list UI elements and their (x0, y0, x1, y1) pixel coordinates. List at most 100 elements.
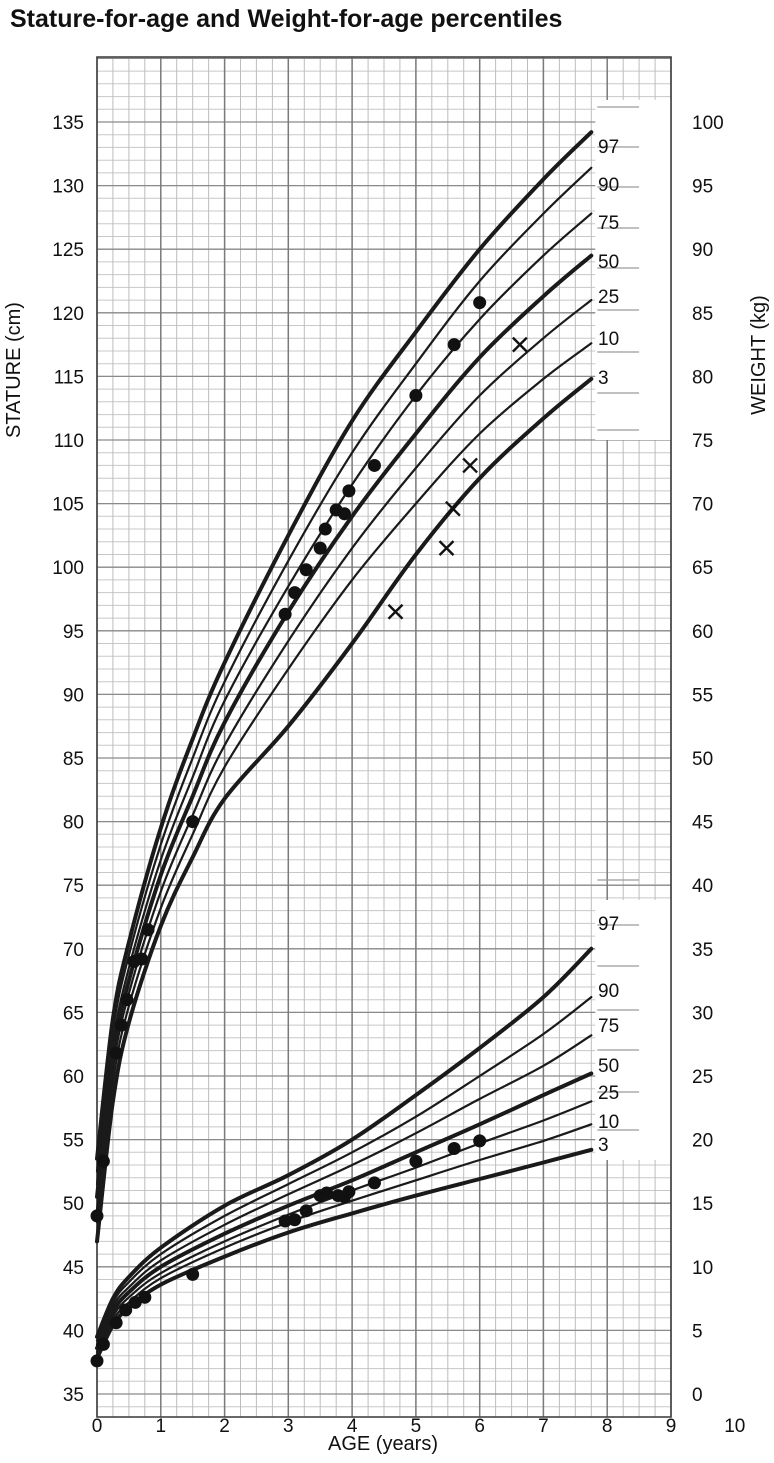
stature-cross (462, 457, 478, 474)
y-right-tick-label: 65 (692, 558, 713, 579)
weight-curve-p97 (95, 946, 594, 1339)
major-horizontal-gridlines (97, 57, 671, 1395)
weight-label-p97: 97 (598, 914, 619, 935)
weight-dot (138, 1290, 152, 1304)
y-left-tick-label: 130 (52, 177, 84, 198)
y-right-tick-label: 25 (692, 1067, 713, 1088)
plot-border (96, 56, 672, 1418)
weight-dot (90, 1354, 104, 1368)
weight-label-p25: 25 (598, 1083, 619, 1104)
stature-dot (447, 338, 461, 352)
x-tick-label: 3 (283, 1416, 294, 1437)
y-left-tick-label: 120 (52, 304, 84, 325)
y-left-tick-label: 45 (63, 1258, 84, 1279)
y-left-tick-label: 95 (63, 622, 84, 643)
weight-dot (320, 1186, 334, 1200)
y-left-tick-label: 85 (63, 749, 84, 770)
measurement-points (90, 296, 528, 1368)
stature-label-p3: 3 (598, 368, 609, 389)
y-left-tick-label: 80 (63, 813, 84, 834)
weight-dot (473, 1134, 487, 1148)
weight-dot (109, 1316, 123, 1330)
x-tick-label: 8 (602, 1416, 613, 1437)
chart-title: Stature-for-age and Weight-for-age perce… (10, 5, 562, 33)
stature-cross (387, 603, 404, 620)
weight-label-p3: 3 (598, 1135, 609, 1156)
y-left-tick-label: 90 (63, 685, 84, 706)
weight-label-p75: 75 (598, 1016, 619, 1037)
stature-cross (511, 336, 528, 353)
stature-curve-p75 (95, 212, 593, 1186)
y-axis-left-title: STATURE (cm) (3, 302, 25, 438)
y-left-tick-label: 115 (54, 367, 84, 388)
stature-dot (186, 815, 200, 829)
weight-dot (367, 1176, 381, 1190)
y-left-tick-label: 35 (63, 1385, 84, 1406)
x-tick-label: 1 (155, 1416, 166, 1437)
stature-cross (445, 500, 461, 517)
stature-label-p25: 25 (598, 287, 619, 308)
weight-dot (278, 1214, 292, 1228)
y-right-tick-label: 5 (692, 1321, 703, 1342)
weight-dot (409, 1154, 423, 1168)
x-tick-label: 5 (411, 1416, 422, 1437)
x-axis-title: AGE (years) (328, 1433, 438, 1455)
x-tick-label: 0 (92, 1416, 103, 1437)
stature-dot (114, 1018, 128, 1032)
stature-curve-p3 (95, 376, 594, 1244)
stature-dot (313, 541, 327, 555)
y-axis-right-title: WEIGHT (kg) (748, 295, 770, 415)
axes: 0 1 2 3 4 5 6 7 8 9 103540455055606570758085909510… (52, 56, 745, 1437)
y-right-tick-label: 75 (692, 431, 713, 452)
stature-label-p97: 97 (598, 137, 619, 158)
y-right-tick-label: 0 (692, 1385, 703, 1406)
stature-curve-p97 (95, 130, 594, 1161)
weight-dot (96, 1337, 110, 1351)
stature-dot (337, 507, 351, 521)
stature-label-p75: 75 (598, 213, 619, 234)
stature-dot (278, 607, 292, 621)
y-left-tick-label: 55 (63, 1131, 84, 1152)
label-strip-ticks (597, 106, 640, 1131)
y-right-tick-label: 20 (692, 1131, 713, 1152)
stature-label-strip (595, 100, 671, 440)
weight-dot (299, 1204, 313, 1218)
y-right-tick-label: 70 (692, 495, 713, 516)
weight-dot (119, 1303, 133, 1317)
y-left-tick-label: 60 (63, 1067, 84, 1088)
y-left-tick-label: 125 (52, 240, 84, 261)
stature-dot (141, 923, 155, 937)
y-right-tick-label: 55 (692, 685, 713, 706)
y-right-tick-label: 10 (692, 1258, 713, 1279)
x-tick-label: 7 (538, 1416, 549, 1437)
x-tick-label: 6 (474, 1416, 485, 1437)
stature-label-p10: 10 (598, 329, 619, 350)
weight-dot (186, 1267, 200, 1281)
stature-label-p50: 50 (598, 252, 619, 273)
weight-curve-p90 (95, 996, 593, 1342)
y-left-tick-label: 110 (54, 431, 84, 452)
weight-dot (447, 1142, 461, 1156)
y-left-tick-label: 105 (52, 495, 84, 516)
y-right-tick-label: 30 (692, 1003, 713, 1024)
y-left-tick-label: 100 (52, 558, 84, 579)
weight-label-strip (595, 900, 671, 1160)
stature-dot (109, 1046, 123, 1060)
y-right-tick-label: 40 (692, 876, 713, 897)
weight-curve-p50 (95, 1071, 594, 1351)
y-right-tick-label: 35 (692, 940, 713, 961)
stature-cross (438, 540, 455, 556)
stature-curve-p25 (95, 299, 593, 1211)
stature-dot (473, 296, 487, 310)
weight-dot (288, 1213, 302, 1227)
y-right-tick-label: 60 (692, 622, 713, 643)
y-right-tick-label: 100 (692, 113, 724, 134)
y-right-tick-label: 95 (692, 177, 713, 198)
y-left-tick-label: 75 (63, 876, 84, 897)
stature-dot (299, 563, 313, 577)
y-right-tick-label: 15 (692, 1194, 713, 1215)
stature-dot (288, 586, 302, 600)
x-tick-label: 2 (219, 1416, 230, 1437)
